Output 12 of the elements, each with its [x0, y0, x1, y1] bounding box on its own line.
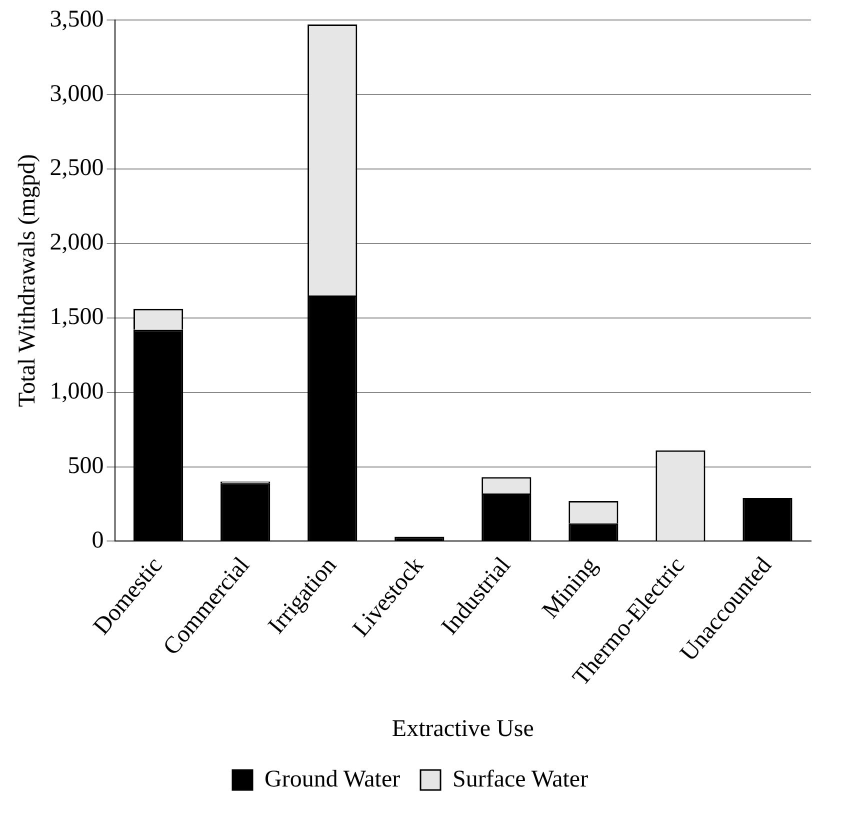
y-tick-label: 3,500 [50, 6, 104, 32]
x-axis-title: Extractive Use [392, 716, 534, 742]
y-tick-label: 2,500 [50, 155, 104, 182]
y-tick-label: 2,000 [50, 230, 104, 256]
legend-label: Ground Water [264, 766, 400, 792]
y-tick-label: 500 [68, 453, 104, 480]
y-tick-label: 1,500 [50, 304, 104, 330]
y-axis-title: Total Withdrawals (mgpd) [14, 154, 41, 408]
legend-label: Surface Water [452, 766, 588, 792]
y-tick-label: 3,000 [50, 80, 104, 107]
y-tick-label: 0 [92, 528, 104, 554]
y-tick-label: 1,000 [50, 378, 104, 405]
